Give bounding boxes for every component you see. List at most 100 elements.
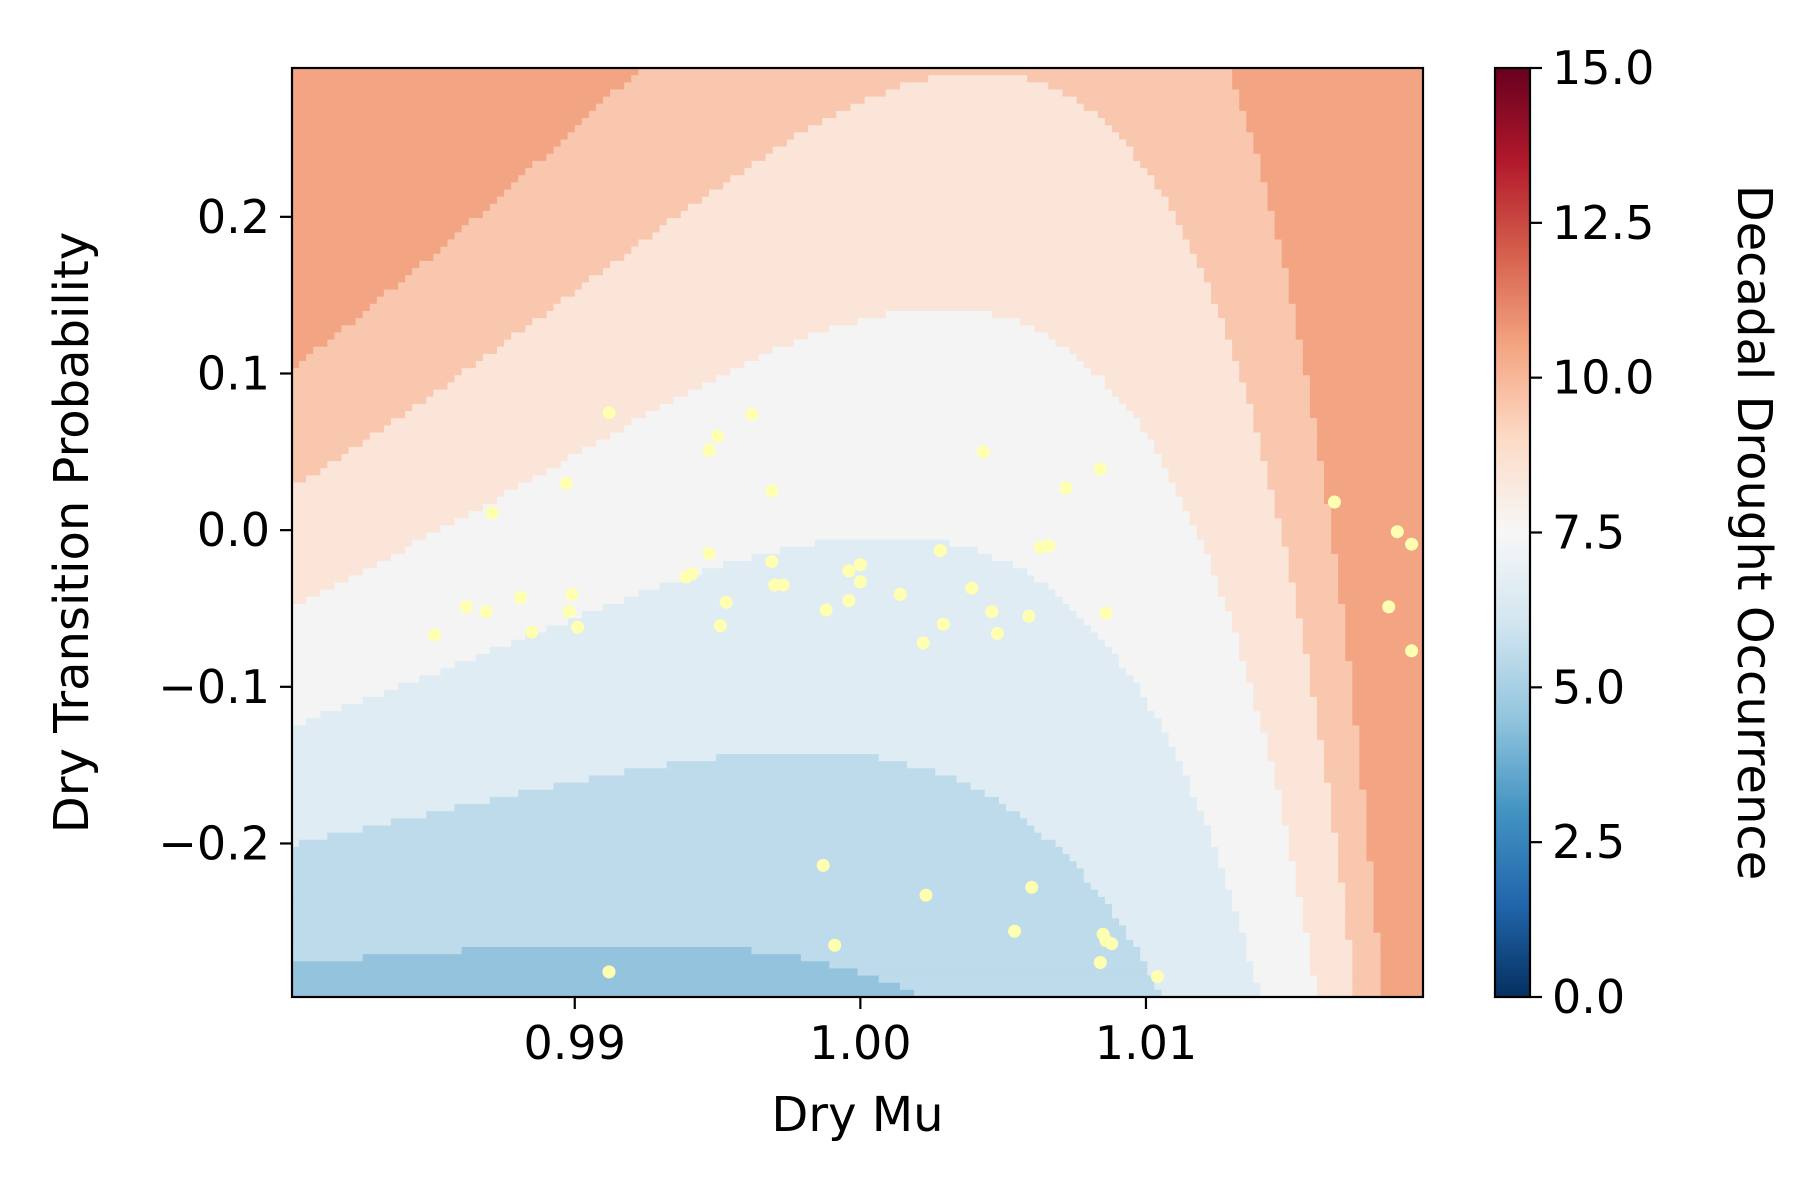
contour-cell [1295,582,1339,591]
contour-cell [1274,210,1423,219]
contour-cell [1345,932,1382,941]
contour-cell [292,96,604,105]
contour-cell [292,632,527,641]
contour-cell [292,389,435,398]
contour-cell [1288,296,1423,305]
contour-cell [603,603,1071,612]
contour-cell [1366,789,1423,798]
contour-cell [1168,739,1269,748]
contour-cell [1232,353,1304,362]
contour-cell [292,425,385,434]
contour-cell [292,496,498,505]
contour-cell [1295,868,1339,877]
contour-cell [595,103,852,112]
scatter-point [479,605,493,619]
contour-cell [292,875,1085,884]
scatter-point [819,603,833,617]
contour-cell [292,725,1163,734]
contour-cell [1281,804,1332,812]
scatter-point [1390,525,1404,539]
contour-cell [292,625,548,634]
contour-cell [1218,861,1297,870]
scatter-point [562,605,576,619]
contour-cell [475,360,746,369]
contour-cell [292,704,343,712]
contour-cell [292,568,364,577]
contour-cell [1316,418,1423,427]
contour-cell [1232,889,1297,898]
contour-cell [362,310,548,319]
contour-cell [779,546,979,555]
contour-cell [292,525,442,534]
contour-cell [1331,525,1423,534]
contour-cell [546,153,767,162]
contour-cell [1324,496,1423,505]
contour-cell [1189,246,1283,255]
contour-cell [1041,832,1212,841]
contour-cell [313,346,498,355]
contour-cell [1218,846,1290,855]
contour-cell [1076,861,1219,870]
scatter-point [745,407,759,421]
contour-cell [1331,539,1423,548]
contour-cell [1168,732,1269,741]
contour-cell [292,210,484,219]
scatter-point [428,628,442,642]
contour-cell [836,110,1099,119]
contour-cell [1274,511,1332,520]
contour-cell [292,396,428,405]
contour-cell [1338,846,1368,855]
contour-cell [475,653,1120,662]
contour-cell [525,325,831,334]
contour-cell [489,796,1000,805]
contour-cell [1373,896,1423,905]
contour-cell [292,854,1071,863]
contour-cell [998,796,1198,805]
scatter-point [776,578,790,592]
contour-cell [292,989,915,997]
contour-cell [1345,632,1423,641]
contour-cell [292,353,307,362]
contour-cell [1210,282,1290,291]
contour-cell [1196,260,1283,269]
contour-cell [292,218,470,227]
contour-cell [1274,496,1325,505]
contour-cell [1345,639,1423,648]
contour-cell [454,518,1191,527]
contour-cell [1267,739,1325,748]
contour-cell [1097,632,1241,641]
contour-cell [292,239,449,248]
contour-cell [292,882,1092,891]
contour-cell [292,418,392,427]
contour-cell [1324,775,1361,784]
contour-cell [1302,646,1347,655]
contour-cell [292,775,590,784]
contour-cell [1309,382,1423,391]
contour-cell [1331,532,1423,541]
contour-cell [496,346,774,355]
contour-cell [532,160,753,169]
contour-cell [1373,918,1423,927]
contour-cell [292,668,442,677]
contour-cell [1253,425,1318,434]
contour-cell [1295,310,1423,319]
contour-cell [1373,911,1423,920]
contour-cell [1352,975,1382,984]
contour-cell [1189,782,1276,791]
scatter-point [976,445,990,459]
contour-cell [1359,761,1423,770]
contour-cell [390,818,1028,827]
contour-cell [1295,861,1339,870]
contour-cell [1331,804,1368,812]
contour-cell [306,475,534,484]
contour-cell [1090,882,1226,891]
contour-cell [1380,954,1423,963]
scatter-point [936,617,950,631]
contour-cell [1119,661,1248,670]
contour-cell [1309,954,1354,963]
contour-cell [1345,889,1375,898]
contour-cell [1302,911,1347,920]
contour-cell [1210,289,1290,298]
contour-cell [292,968,859,977]
